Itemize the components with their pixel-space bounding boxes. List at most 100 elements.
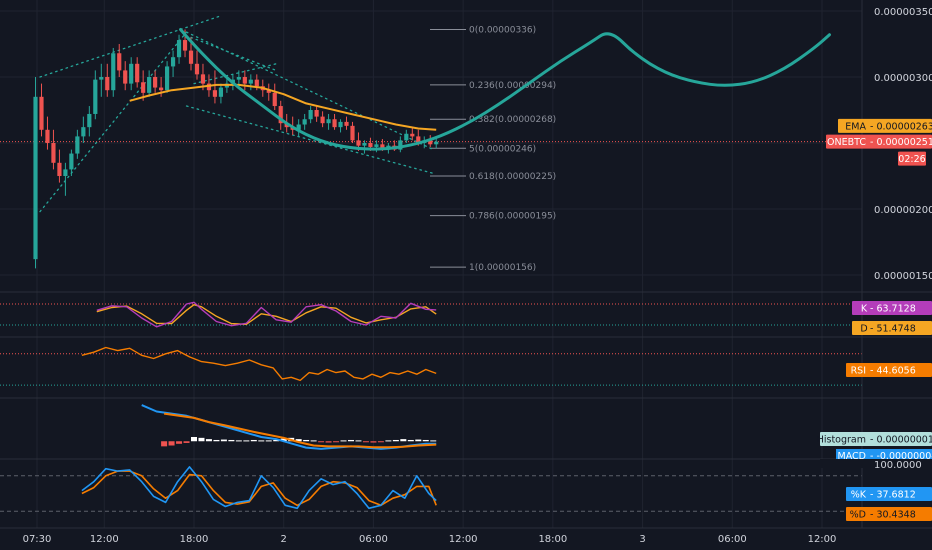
candle-body-5 [63, 169, 68, 176]
stoch-k-label-text-0: %K [851, 490, 867, 501]
candle-body-61 [398, 140, 403, 150]
macd-histogram-bar-9 [228, 439, 235, 442]
fib-level-label-3: 5(0.00000246) [469, 144, 536, 154]
candle-body-3 [51, 143, 56, 163]
candle-body-26 [188, 50, 194, 64]
macd-histogram-label-bg [820, 432, 932, 446]
candle-body-34 [236, 77, 241, 80]
candle-body-53 [350, 125, 355, 141]
candle-body-13 [111, 53, 116, 91]
macd-histogram-label: Histogram - 0.00000001 [817, 432, 932, 446]
macd-value-label-name: MACD [838, 451, 866, 462]
time-tick-0: 07:30 [23, 534, 52, 545]
candle-body-19 [147, 77, 152, 93]
stoch-top-tick: 100.0000 [874, 460, 922, 471]
candle-body-4 [57, 162, 62, 176]
stoch-k-label-bg [846, 487, 932, 501]
macd-histogram-bar-26 [355, 440, 362, 442]
stochrsi-d-label-text-0: D [860, 324, 867, 335]
fibonacci-retracement[interactable]: 0(0.00000336) 0.236(0.00000294) 0.382(0.00… [430, 25, 556, 273]
macd-histogram-bar-23 [333, 441, 340, 443]
candle-body-8 [81, 127, 86, 137]
candle-body-9 [87, 113, 92, 128]
candle-body-20 [153, 77, 158, 88]
macd-histogram-bar-16 [280, 438, 287, 442]
stochrsi-d-label: D- 51.4748 [852, 321, 932, 335]
time-axis[interactable]: 07:30 12:00 18:00 2 06:00 12:00 18:00 3 06:00 12:… [0, 527, 932, 550]
time-tick-9: 12:00 [808, 534, 837, 545]
macd-signal-line [163, 412, 437, 449]
macd-histogram-bar-19 [303, 439, 310, 442]
trendline-3 [190, 36, 277, 72]
candle-body-10 [93, 79, 98, 114]
candle-body-63 [410, 133, 415, 137]
candle-body-41 [278, 106, 283, 124]
stoch-d-label-text-1: - 30.4348 [870, 510, 916, 521]
candle-body-11 [99, 77, 104, 80]
candle-body-30 [212, 90, 218, 97]
candle-body-64 [416, 136, 421, 143]
stoch-k-label-text-1: - 37.6812 [870, 490, 916, 501]
macd-label-mask [820, 459, 932, 468]
macd-histogram-label-text-1: - 0.00000001 [870, 435, 932, 446]
candle-body-36 [248, 79, 253, 84]
macd-histogram-bar-34 [415, 439, 422, 442]
macd-histogram-bar-36 [430, 440, 437, 442]
stochrsi-k-label-text-1: - 63.7128 [870, 304, 916, 315]
macd-histogram-bar-14 [265, 440, 272, 442]
trendlines[interactable] [39, 15, 434, 213]
fib-level-label-6: 1(0.00000156) [469, 263, 536, 273]
stochrsi-k-label-text-0: K [861, 304, 868, 315]
macd-value-label-value: - -0.00000004 [870, 451, 932, 462]
candle-body-12 [105, 77, 110, 91]
macd-histogram-bar-35 [422, 439, 429, 442]
candle-body-29 [206, 83, 212, 91]
candle-body-54 [356, 140, 361, 146]
macd-histogram-bar-18 [295, 439, 302, 442]
stochrsi-d-label-text-1: - 51.4748 [870, 324, 916, 335]
price-tick-0: 0.00000350 [874, 7, 932, 18]
time-tick-7: 3 [639, 534, 645, 545]
candle-body-45 [302, 119, 307, 125]
macd-histogram-bar-7 [213, 439, 220, 442]
fib-level-label-0: 0(0.00000336) [469, 25, 536, 35]
candle-body-6 [69, 153, 74, 170]
ema-line [129, 83, 437, 131]
time-tick-8: 06:00 [718, 534, 747, 545]
time-tick-6: 18:00 [538, 534, 567, 545]
candle-body-0 [33, 96, 38, 260]
rsi-value-label-text-0: RSI [851, 366, 866, 377]
candle-body-17 [135, 63, 140, 83]
candle-body-25 [182, 40, 188, 51]
candle-body-23 [170, 57, 176, 67]
macd-histogram-bar-21 [318, 441, 325, 443]
macd-histogram-bar-29 [377, 441, 384, 443]
macd-histogram-bar-2 [176, 441, 183, 444]
macd-histogram-bar-10 [235, 440, 242, 442]
countdown-label-bg [898, 151, 926, 166]
candle-body-40 [272, 92, 277, 107]
ema-indicator [129, 83, 437, 131]
candle-body-24 [176, 40, 182, 58]
cup-pattern-drawing[interactable] [179, 27, 831, 151]
macd-histogram-bar-28 [370, 441, 377, 443]
time-tick-4: 06:00 [359, 534, 388, 545]
trendline-4 [193, 63, 277, 85]
macd-histogram-bar-6 [205, 439, 212, 442]
time-axis-bg [0, 528, 932, 550]
price-tick-4: 0.00000150 [874, 271, 932, 282]
macd-histogram-bar-11 [243, 440, 250, 442]
macd-histogram-bar-25 [348, 439, 354, 442]
candle-body-55 [362, 143, 367, 146]
indicator-panels [0, 291, 932, 529]
candle-body-50 [332, 119, 337, 128]
candle-body-58 [380, 144, 385, 149]
candle-body-42 [284, 123, 289, 128]
fib-level-label-4: 0.618(0.00000225) [469, 172, 556, 182]
trendline-5 [185, 105, 434, 175]
fib-level-label-5: 0.786(0.00000195) [469, 212, 556, 222]
candle-body-48 [320, 116, 325, 124]
stoch-k-label: %K - 37.6812 [846, 487, 932, 501]
